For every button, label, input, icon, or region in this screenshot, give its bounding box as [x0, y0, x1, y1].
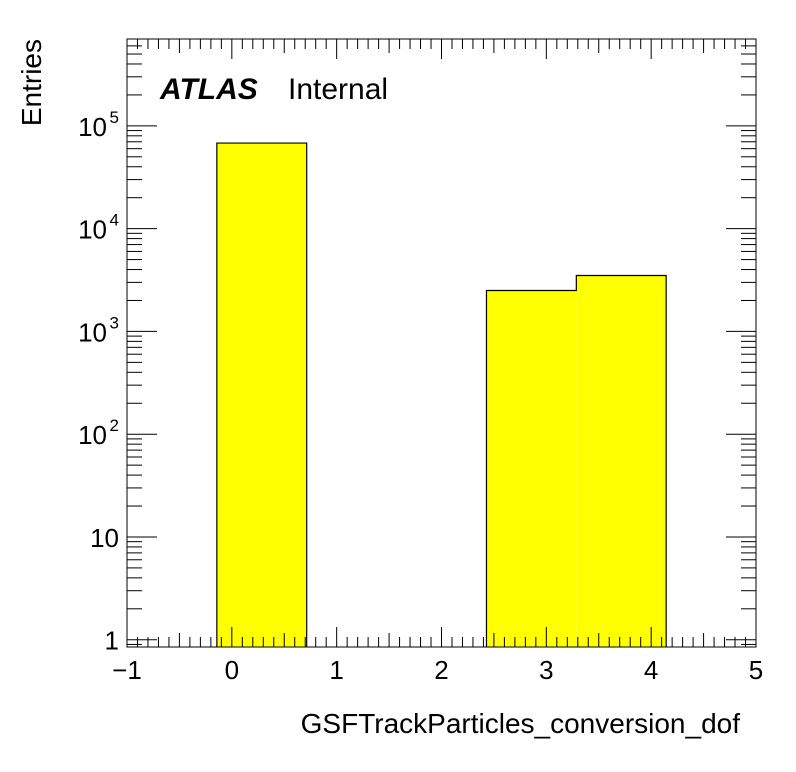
y-tick-label: 10 [78, 317, 107, 347]
x-axis-tick-labels: −1 0 1 2 3 4 5 [112, 655, 763, 685]
y-tick-label: 1 [105, 626, 119, 656]
histogram-bar-3 [486, 290, 577, 647]
x-tick-label: −1 [112, 655, 142, 685]
x-tick-label: 1 [329, 655, 343, 685]
histogram-bar-0 [216, 143, 307, 647]
histogram-step-outline [216, 142, 667, 647]
internal-label: Internal [288, 73, 388, 106]
y-tick-exponent: 5 [110, 108, 119, 127]
x-tick-label: 2 [434, 655, 448, 685]
y-tick-exponent: 3 [110, 313, 119, 332]
x-tick-label: 5 [749, 655, 763, 685]
y-tick-exponent: 4 [110, 211, 119, 230]
x-axis-ticks [126, 39, 757, 647]
y-axis-ticks [127, 38, 756, 645]
x-tick-label: 0 [225, 655, 239, 685]
x-tick-label: 3 [539, 655, 553, 685]
y-axis-title: Entries [16, 39, 47, 126]
histogram-bars [216, 143, 667, 647]
y-tick-label: 10 [90, 523, 119, 553]
x-tick-label: 4 [644, 655, 658, 685]
histogram-bar-4 [576, 275, 667, 647]
y-tick-label: 10 [78, 215, 107, 245]
y-tick-label: 10 [78, 112, 107, 142]
atlas-label: ATLAS [159, 73, 258, 106]
y-tick-exponent: 2 [110, 416, 119, 435]
histogram-outline [216, 142, 667, 647]
x-axis-title: GSFTrackParticles_conversion_dof [301, 708, 741, 739]
y-tick-label: 10 [78, 420, 107, 450]
